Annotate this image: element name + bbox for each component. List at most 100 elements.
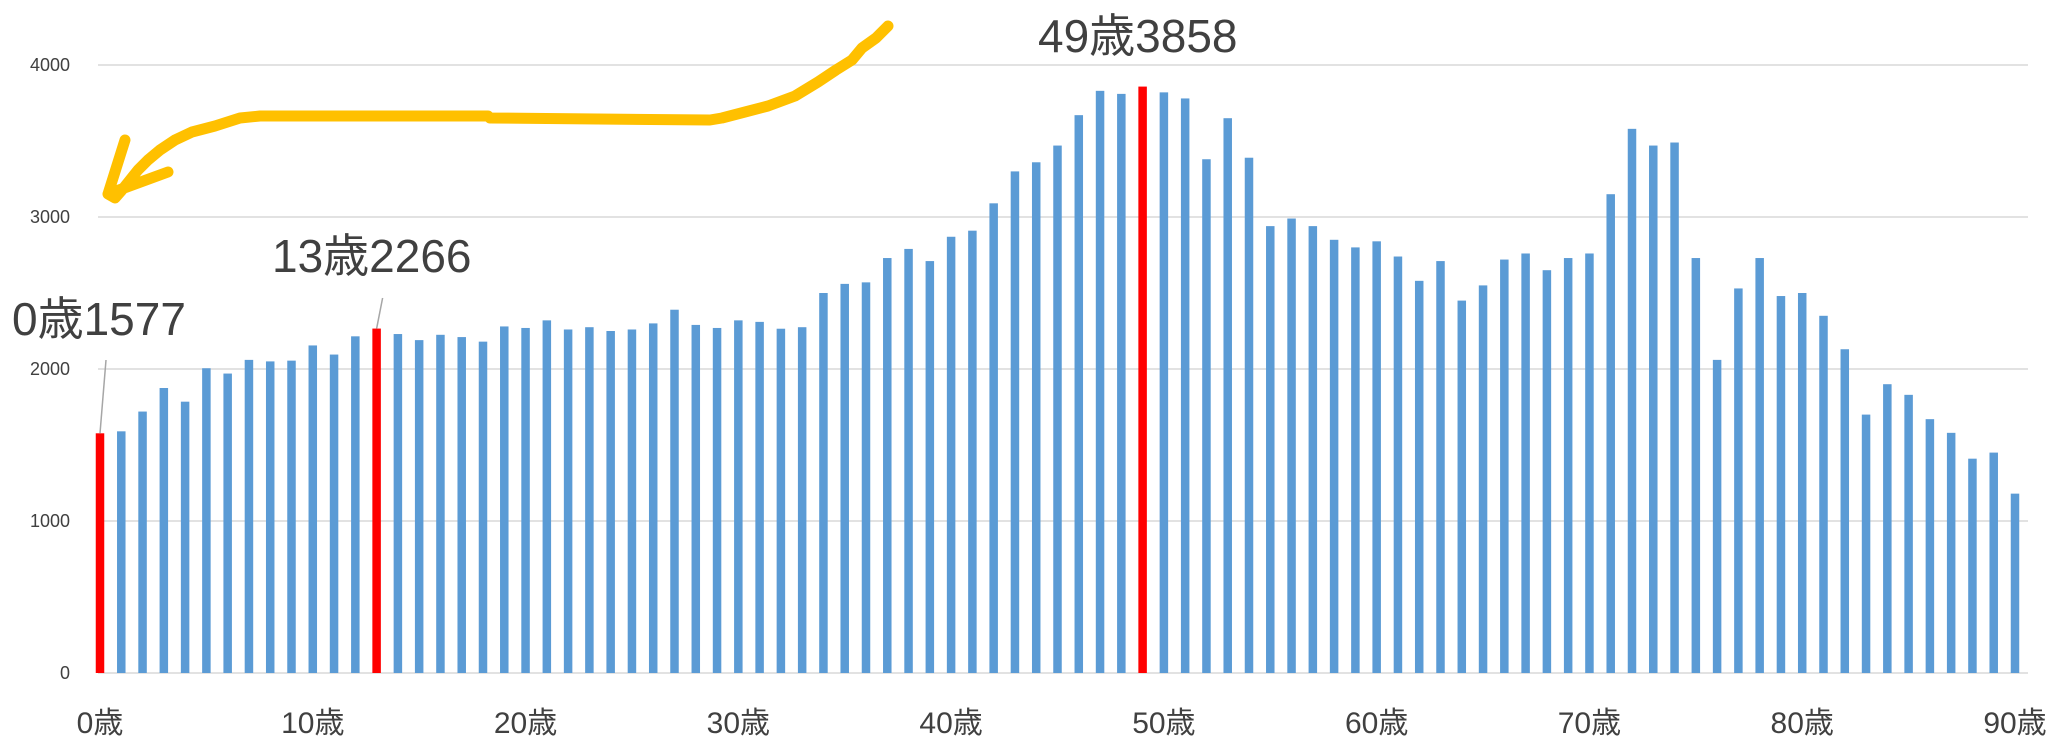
bar xyxy=(180,401,190,673)
bar xyxy=(159,388,169,673)
bar xyxy=(1649,145,1658,673)
bar xyxy=(1904,394,1913,673)
leader-line xyxy=(99,359,107,434)
bar xyxy=(1478,285,1488,673)
bar xyxy=(1095,90,1105,674)
bar xyxy=(734,320,743,673)
y-tick-label: 2000 xyxy=(30,359,70,379)
x-tick-label: 60歳 xyxy=(1345,707,1408,740)
bar xyxy=(1946,432,1956,673)
bar xyxy=(457,337,466,673)
bar xyxy=(1372,241,1381,673)
bar xyxy=(244,359,254,673)
bar xyxy=(542,320,552,673)
bar xyxy=(861,282,871,673)
bar xyxy=(1670,142,1679,673)
bar xyxy=(1457,300,1467,673)
data-label: 0歳1577 xyxy=(12,293,186,345)
bar xyxy=(393,334,403,673)
bar xyxy=(883,258,892,673)
bar xyxy=(1308,226,1318,673)
bar xyxy=(500,326,509,673)
bar xyxy=(670,309,679,673)
highlight-bar xyxy=(1138,86,1147,674)
bar xyxy=(606,331,615,673)
bar xyxy=(989,203,998,673)
x-tick-label: 40歳 xyxy=(919,707,982,740)
bar xyxy=(819,293,828,673)
bar xyxy=(1074,115,1084,673)
bar xyxy=(1180,98,1190,673)
bar xyxy=(1329,239,1339,674)
bar xyxy=(1691,258,1701,673)
bar xyxy=(797,327,807,673)
x-tick-label: 50歳 xyxy=(1132,707,1195,740)
x-tick-label: 10歳 xyxy=(281,707,344,740)
bar xyxy=(1883,384,1892,673)
bar xyxy=(308,345,318,673)
bar xyxy=(2010,493,2020,673)
bar xyxy=(1393,256,1403,673)
bar xyxy=(1585,253,1594,674)
x-axis-ticks: 0歳 10歳 20歳 30歳 40歳 50歳 60歳 70歳 80歳 90歳 xyxy=(77,707,2047,740)
bar xyxy=(1117,93,1126,673)
bar xyxy=(478,341,488,673)
bar xyxy=(436,334,445,673)
bar xyxy=(117,431,126,673)
bar xyxy=(1202,159,1211,674)
bar xyxy=(1712,359,1722,673)
bar xyxy=(1266,226,1275,673)
data-label: 49歳3858 xyxy=(1038,10,1238,62)
x-tick-label: 70歳 xyxy=(1558,707,1621,740)
bar xyxy=(563,329,573,673)
x-tick-label: 30歳 xyxy=(707,707,770,740)
bar xyxy=(946,236,956,673)
bar xyxy=(840,283,849,673)
bar xyxy=(1287,218,1296,673)
y-tick-label: 1000 xyxy=(30,511,70,531)
bar xyxy=(287,360,296,673)
bar xyxy=(1819,315,1828,673)
x-tick-label: 80歳 xyxy=(1771,707,1834,740)
bar xyxy=(1244,157,1254,674)
bar xyxy=(627,329,637,673)
bar xyxy=(1436,261,1445,673)
bar xyxy=(968,230,977,673)
y-axis-ticks: 0 1000 2000 3000 4000 xyxy=(30,55,70,683)
bar xyxy=(1542,270,1552,673)
x-tick-label: 0歳 xyxy=(77,707,124,740)
bar xyxy=(1968,458,1977,673)
x-tick-label: 90歳 xyxy=(1983,707,2046,740)
bar xyxy=(1734,288,1743,673)
bar xyxy=(585,327,594,673)
bar xyxy=(1606,194,1615,673)
bar xyxy=(223,373,232,673)
bar xyxy=(1563,258,1573,673)
x-tick-label: 20歳 xyxy=(494,707,557,740)
bars xyxy=(95,86,2020,674)
bar xyxy=(1861,414,1871,673)
data-label: 13歳2266 xyxy=(272,230,472,282)
highlight-bar xyxy=(95,433,105,673)
bar xyxy=(712,327,722,673)
bar xyxy=(414,340,424,673)
bar xyxy=(776,328,786,673)
bar xyxy=(1925,419,1935,673)
bar xyxy=(351,336,360,673)
bar xyxy=(1776,296,1786,673)
yellow-arrow-annotation xyxy=(102,20,894,204)
bar xyxy=(202,368,211,673)
bar xyxy=(265,361,275,673)
y-tick-label: 0 xyxy=(60,663,70,683)
leader-line xyxy=(375,297,384,329)
bar xyxy=(691,324,701,673)
y-tick-label: 4000 xyxy=(30,55,70,75)
bar xyxy=(648,323,658,673)
bar xyxy=(1031,162,1041,673)
bar xyxy=(521,327,530,673)
bar xyxy=(1159,92,1169,674)
bar xyxy=(1010,171,1020,673)
bar xyxy=(1797,293,1807,673)
bar xyxy=(1840,349,1850,673)
